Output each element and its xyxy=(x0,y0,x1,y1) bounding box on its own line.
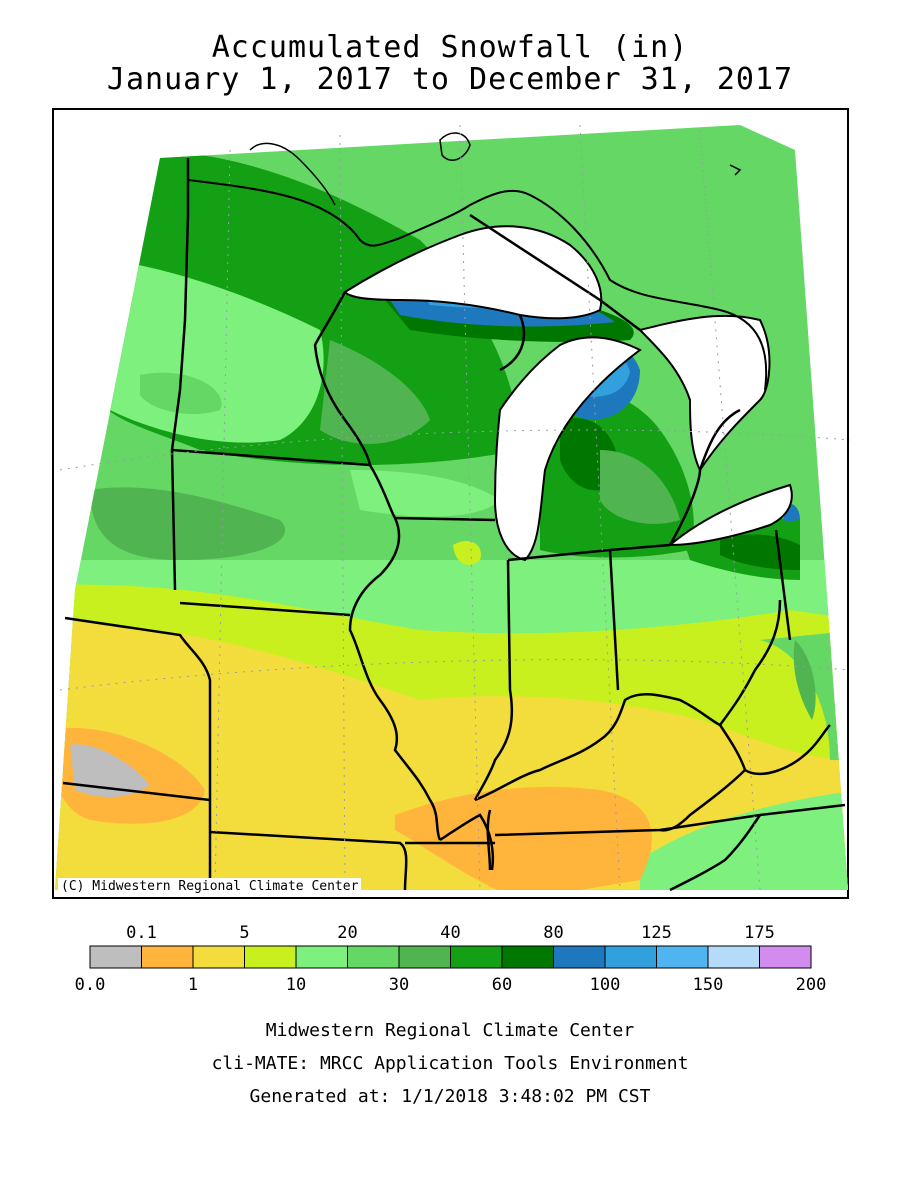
legend-top-label: 40 xyxy=(440,923,460,943)
legend-swatch xyxy=(89,945,142,969)
legend-swatch xyxy=(450,945,503,969)
legend-bottom-label: 60 xyxy=(492,975,512,995)
lake-erie xyxy=(667,483,793,547)
lake-huron xyxy=(638,314,771,472)
legend-swatch xyxy=(501,945,554,969)
footer-generated: Generated at: 1/1/2018 3:48:02 PM CST xyxy=(249,1086,651,1107)
legend-bottom-label: 10 xyxy=(286,975,306,995)
legend-bottom-label: 150 xyxy=(693,975,724,995)
legend-top-label: 175 xyxy=(744,923,775,943)
legend-swatch xyxy=(759,945,812,969)
legend-swatch xyxy=(553,945,606,969)
footer-org: Midwestern Regional Climate Center xyxy=(265,1020,635,1041)
map-subtitle: January 1, 2017 to December 31, 2017 xyxy=(106,62,794,97)
legend-bottom-label: 1 xyxy=(188,975,198,995)
legend-swatch xyxy=(244,945,297,969)
legend-swatch xyxy=(707,945,760,969)
legend-swatch xyxy=(141,945,194,969)
lake-superior xyxy=(343,225,603,320)
snowfall-fill xyxy=(55,125,848,890)
snowfall-map xyxy=(52,108,851,899)
lake-michigan xyxy=(493,336,642,562)
legend-swatch xyxy=(656,945,709,969)
legend-bottom-label: 100 xyxy=(590,975,621,995)
map-title: Accumulated Snowfall (in) xyxy=(211,30,689,65)
legend-top-label: 5 xyxy=(239,923,249,943)
legend-top-label: 0.1 xyxy=(126,923,157,943)
legend-swatch xyxy=(604,945,657,969)
map-credit: (C) Midwestern Regional Climate Center xyxy=(58,878,362,895)
legend-top-label: 80 xyxy=(543,923,563,943)
great-lakes xyxy=(343,225,793,562)
legend-bottom-label: 0.0 xyxy=(75,975,106,995)
legend-swatch xyxy=(192,945,245,969)
legend-bottom-label: 30 xyxy=(389,975,409,995)
color-legend: 0.1 5 20 40 80 125 175 0.0 1 10 30 60 100 150 200 xyxy=(75,923,827,995)
legend-top-label: 125 xyxy=(641,923,672,943)
footer-tool: cli-MATE: MRCC Application Tools Environ… xyxy=(211,1053,689,1074)
state-borders xyxy=(62,158,846,892)
legend-top-label: 20 xyxy=(337,923,357,943)
legend-bottom-label: 200 xyxy=(796,975,827,995)
legend-swatch xyxy=(347,945,400,969)
graticule xyxy=(59,124,851,891)
legend-swatch xyxy=(295,945,348,969)
legend-swatch xyxy=(398,945,451,969)
